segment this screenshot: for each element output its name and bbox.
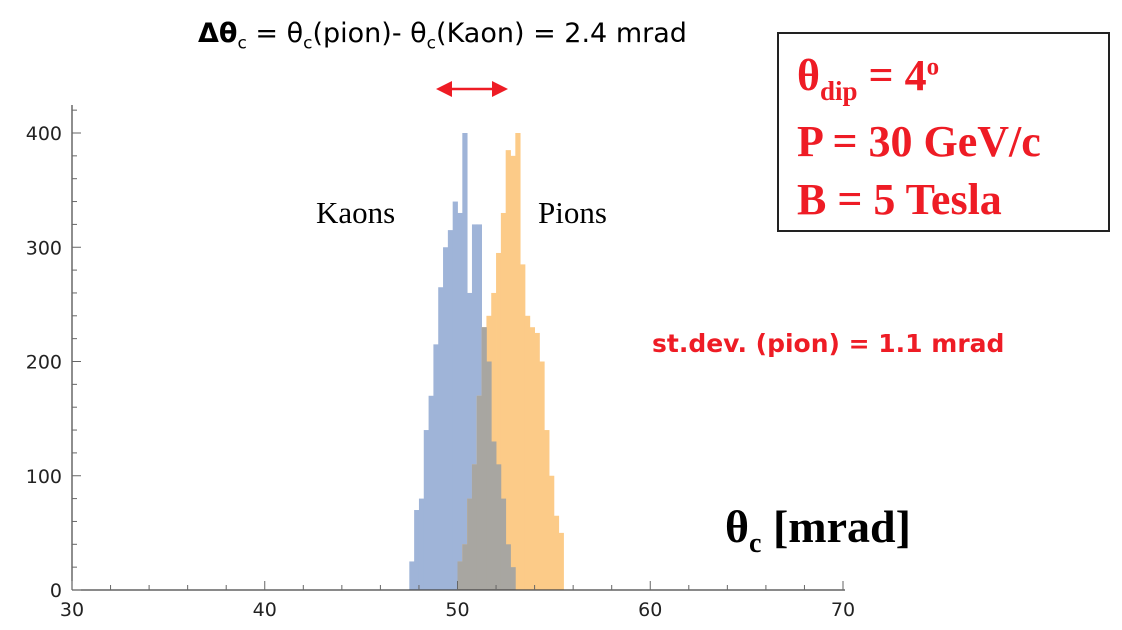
arrow-head-left	[436, 81, 452, 97]
overlap-bar	[462, 544, 468, 590]
x-tick-label: 30	[60, 599, 84, 621]
pion-bar	[515, 133, 521, 590]
kaon-bar	[438, 287, 444, 590]
kaon-bar	[443, 247, 449, 590]
arrow-head-right	[492, 81, 508, 97]
x-tick-label: 40	[253, 599, 277, 621]
kaon-bar	[428, 395, 434, 590]
pion-bar	[496, 252, 502, 590]
pions-label: Pions	[538, 195, 607, 230]
overlap-bar	[500, 498, 507, 590]
momentum-line: P = 30 GeV/c	[797, 117, 1041, 166]
overlap-bar	[457, 561, 463, 590]
kaon-bar	[471, 224, 478, 590]
y-tick-label: 0	[50, 580, 62, 602]
kaon-bar	[418, 498, 425, 590]
x-tick-label: 70	[831, 599, 855, 621]
pion-bar	[500, 212, 507, 590]
kaon-bar	[462, 133, 468, 590]
kaon-bar	[452, 201, 458, 591]
pion-bar	[539, 361, 545, 590]
overlap-bar	[476, 395, 482, 590]
dip-angle-line: θdip = 4o	[797, 51, 940, 106]
pion-bar	[544, 430, 550, 590]
overlap-bar	[505, 544, 511, 590]
field-line: B = 5 Tesla	[797, 175, 1002, 224]
overlap-bar	[481, 327, 487, 590]
x-axis-label: θc [mrad]	[725, 501, 911, 560]
pion-bar	[505, 150, 511, 590]
stdev-annotation: st.dev. (pion) = 1.1 mrad	[652, 329, 1005, 358]
delta-arrow	[436, 81, 508, 97]
kaon-bar	[433, 344, 439, 590]
overlap-bar	[486, 361, 492, 590]
x-tick-label: 50	[445, 599, 469, 621]
kaon-bar	[467, 292, 473, 590]
y-tick-label: 200	[26, 352, 62, 374]
y-tick-label: 400	[26, 123, 62, 145]
parameters-box: θdip = 4o P = 30 GeV/c B = 5 Tesla	[777, 32, 1110, 232]
overlap-bar	[491, 441, 497, 590]
pion-bar	[534, 332, 540, 590]
pion-bar	[549, 475, 555, 590]
kaon-bar	[447, 230, 454, 591]
pion-bar	[524, 315, 531, 590]
overlap-bar	[467, 498, 473, 590]
pion-bar	[553, 515, 560, 590]
kaon-bar	[423, 430, 429, 590]
kaons-label: Kaons	[316, 195, 396, 230]
overlap-bar	[510, 567, 516, 590]
kaon-bar	[457, 212, 463, 590]
y-tick-label: 300	[26, 237, 62, 259]
overlap-bar	[471, 464, 478, 590]
pion-bar	[520, 264, 526, 590]
x-tick-label: 60	[638, 599, 662, 621]
pion-bar	[529, 327, 535, 590]
chart-title: Δθc = θc(pion)- θc(Kaon) = 2.4 mrad	[198, 18, 687, 54]
overlap-bars	[457, 327, 516, 590]
pion-bar	[510, 155, 516, 590]
overlap-bar	[496, 464, 502, 590]
kaon-bar	[414, 510, 420, 590]
axes: 30 40 50 60 70 0 100 200 300 400	[26, 105, 855, 621]
y-tick-label: 100	[26, 466, 62, 488]
kaon-bar	[409, 561, 415, 590]
pion-bar	[558, 532, 564, 590]
